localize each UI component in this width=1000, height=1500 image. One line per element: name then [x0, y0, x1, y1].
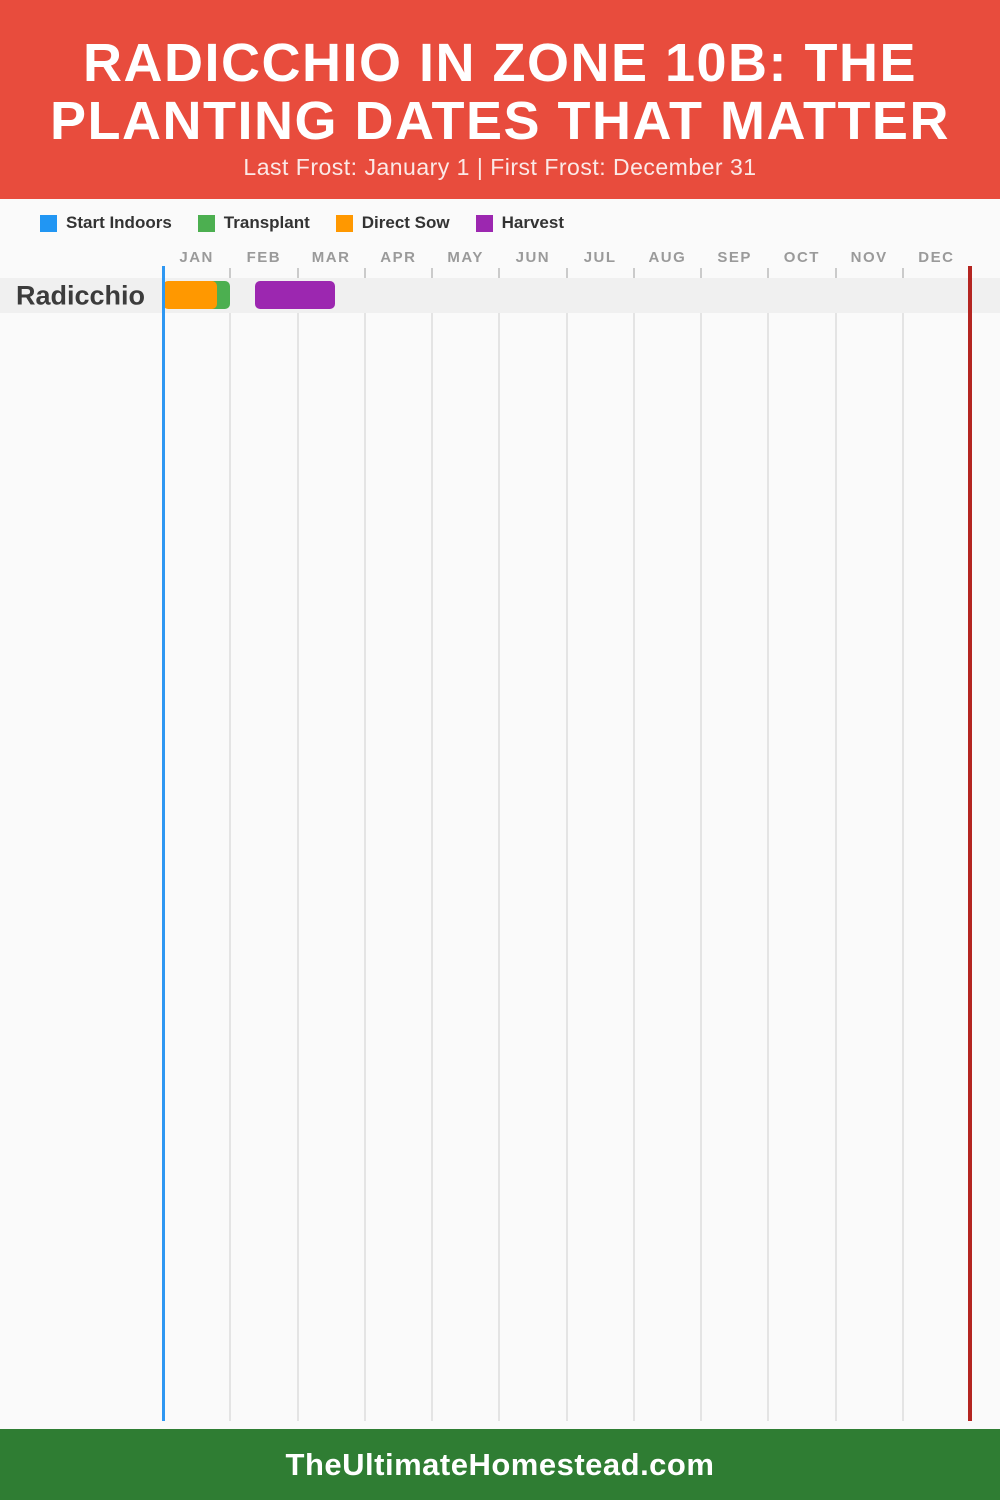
month-gridline	[767, 268, 770, 1421]
legend-label: Direct Sow	[361, 213, 450, 232]
month-gridline	[498, 268, 501, 1421]
legend-swatch-icon	[197, 214, 215, 232]
legend-item-direct-sow: Direct Sow	[335, 213, 450, 233]
month-gridline	[229, 268, 232, 1421]
month-label-sep: SEP	[717, 249, 752, 266]
month-gridline	[632, 268, 635, 1421]
row-label-radicchio: Radicchio	[16, 280, 146, 310]
month-tick	[498, 268, 501, 278]
month-gridline	[565, 268, 568, 1421]
month-label-may: MAY	[447, 249, 484, 266]
legend-label: Start Indoors	[66, 213, 172, 232]
page-title-line2: PLANTING DATES THAT MATTER	[50, 91, 950, 151]
month-tick	[363, 268, 366, 278]
month-gridline	[363, 268, 366, 1421]
website-url: TheUltimateHomestead.com	[285, 1446, 715, 1482]
legend-item-harvest: Harvest	[475, 213, 564, 233]
legend-item-transplant: Transplant	[197, 213, 310, 233]
legend-item-start-indoors: Start Indoors	[40, 213, 172, 233]
frost-dates-subtitle: Last Frost: January 1 | First Frost: Dec…	[243, 154, 757, 180]
month-tick	[296, 268, 299, 278]
month-gridline	[834, 268, 837, 1421]
month-label-nov: NOV	[850, 249, 888, 266]
legend: Start Indoors Transplant Direct Sow Harvest	[40, 213, 564, 233]
legend-swatch-icon	[335, 214, 353, 232]
legend-label: Harvest	[501, 213, 564, 232]
month-label-mar: MAR	[311, 249, 351, 266]
first-frost-line	[968, 266, 972, 1421]
month-label-aug: AUG	[648, 249, 687, 266]
month-tick	[767, 268, 770, 278]
month-label-jul: JUL	[583, 249, 617, 266]
month-tick	[901, 268, 904, 278]
month-tick	[431, 268, 433, 278]
month-label-feb: FEB	[246, 249, 282, 266]
month-gridline	[296, 268, 299, 1421]
month-gridline	[431, 268, 433, 1421]
month-tick	[700, 268, 702, 278]
month-label-jan: JAN	[179, 249, 214, 266]
month-label-jun: JUN	[515, 249, 551, 266]
bar-harvest	[255, 281, 336, 309]
page-title-line1: RADICCHIO IN ZONE 10B: THE	[82, 33, 918, 93]
header-banner: RADICCHIO IN ZONE 10B: THE PLANTING DATE…	[0, 0, 1000, 199]
month-label-apr: APR	[380, 249, 417, 266]
month-label-dec: DEC	[918, 249, 955, 266]
month-gridline	[901, 268, 904, 1421]
bar-direct-sow	[163, 281, 217, 309]
last-frost-line	[161, 266, 165, 1421]
month-label-oct: OCT	[783, 249, 820, 266]
month-tick	[565, 268, 568, 278]
month-tick	[632, 268, 635, 278]
month-gridline	[700, 268, 702, 1421]
legend-swatch-icon	[40, 214, 57, 232]
month-tick	[229, 268, 232, 278]
legend-swatch-icon	[475, 214, 493, 232]
month-tick	[834, 268, 837, 278]
legend-label: Transplant	[223, 213, 310, 232]
row-band	[0, 278, 1000, 313]
footer-banner: TheUltimateHomestead.com	[0, 1429, 1000, 1500]
